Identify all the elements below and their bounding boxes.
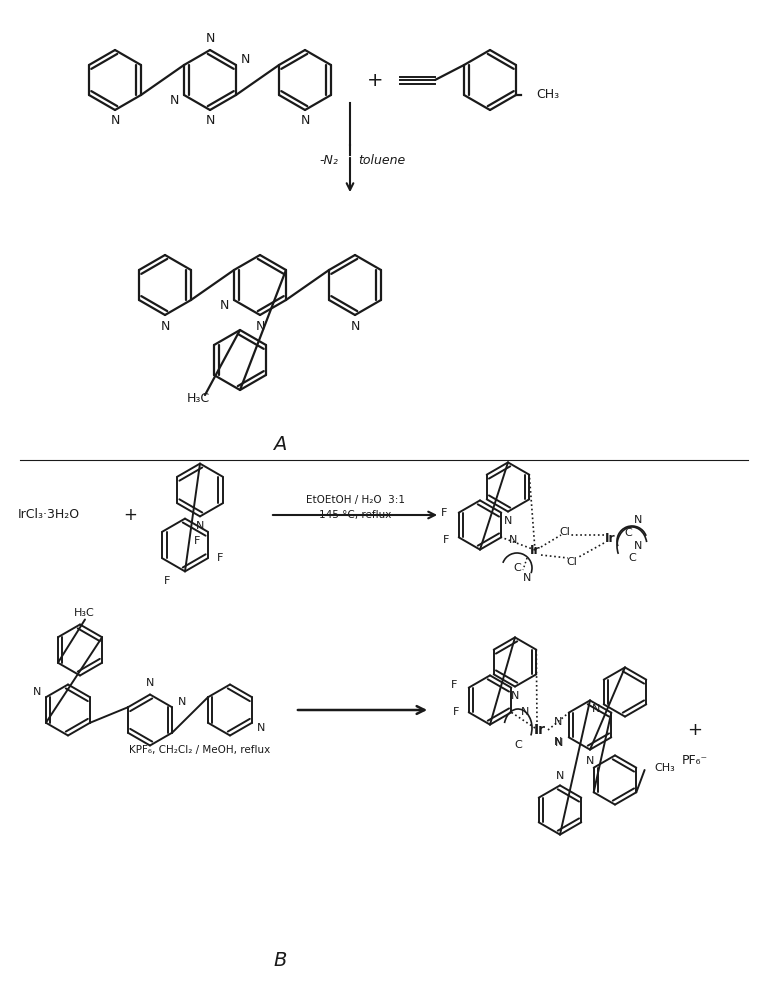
Text: toluene: toluene xyxy=(358,153,406,166)
Text: H₃C: H₃C xyxy=(74,607,94,617)
Text: N: N xyxy=(554,717,562,727)
Text: KPF₆, CH₂Cl₂ / MeOH, reflux: KPF₆, CH₂Cl₂ / MeOH, reflux xyxy=(129,745,270,755)
Text: F: F xyxy=(443,535,449,545)
Text: EtOEtOH / H₂O  3:1: EtOEtOH / H₂O 3:1 xyxy=(306,495,405,505)
Text: N: N xyxy=(146,678,154,688)
Text: +: + xyxy=(367,70,383,90)
Text: F: F xyxy=(217,553,223,563)
Text: N: N xyxy=(170,94,179,107)
Text: A: A xyxy=(273,436,286,454)
Text: N: N xyxy=(586,756,594,766)
Text: Ir: Ir xyxy=(530,544,541,556)
Text: N: N xyxy=(523,573,531,583)
Text: F: F xyxy=(194,536,200,546)
Text: CH₃: CH₃ xyxy=(654,763,675,773)
Text: N: N xyxy=(255,320,265,332)
Text: 145 °C, reflux: 145 °C, reflux xyxy=(319,510,391,520)
Text: N: N xyxy=(504,516,512,526)
Text: N: N xyxy=(634,515,642,525)
Text: IrCl₃·3H₂O: IrCl₃·3H₂O xyxy=(18,508,80,522)
Text: Ir: Ir xyxy=(604,532,615,544)
Text: H₃C: H₃C xyxy=(187,391,210,404)
Text: N: N xyxy=(556,771,564,781)
Text: -N₂: -N₂ xyxy=(319,153,338,166)
Text: N: N xyxy=(300,114,310,127)
Text: N: N xyxy=(177,697,186,707)
Text: C: C xyxy=(624,528,632,538)
Text: C: C xyxy=(628,553,636,563)
Text: +: + xyxy=(687,721,703,739)
Text: Ir: Ir xyxy=(534,723,546,737)
Text: C: C xyxy=(513,563,521,573)
Text: Cl: Cl xyxy=(560,527,571,537)
Text: N: N xyxy=(350,320,359,332)
Text: F: F xyxy=(451,680,458,690)
Text: N: N xyxy=(111,114,120,127)
Text: N: N xyxy=(257,723,265,733)
Text: C: C xyxy=(514,740,522,750)
Text: N: N xyxy=(555,738,564,748)
Text: N: N xyxy=(161,320,170,332)
Text: B: B xyxy=(273,950,286,970)
Text: N: N xyxy=(509,535,517,545)
Text: N: N xyxy=(554,737,562,747)
Text: +: + xyxy=(123,506,137,524)
Text: N: N xyxy=(241,53,250,66)
Text: N: N xyxy=(205,114,215,127)
Text: Cl: Cl xyxy=(567,557,578,567)
Text: N: N xyxy=(634,541,642,551)
Text: N: N xyxy=(591,704,600,714)
Text: F: F xyxy=(441,508,448,518)
Text: N: N xyxy=(511,691,519,701)
Text: F: F xyxy=(164,576,170,586)
Text: N: N xyxy=(33,687,41,697)
Text: F: F xyxy=(453,707,459,717)
Text: CH₃: CH₃ xyxy=(536,89,559,102)
Text: N: N xyxy=(196,521,204,531)
Text: N: N xyxy=(521,707,529,717)
Text: N: N xyxy=(220,299,229,312)
Text: N: N xyxy=(205,32,215,45)
Text: PF₆⁻: PF₆⁻ xyxy=(682,754,708,766)
